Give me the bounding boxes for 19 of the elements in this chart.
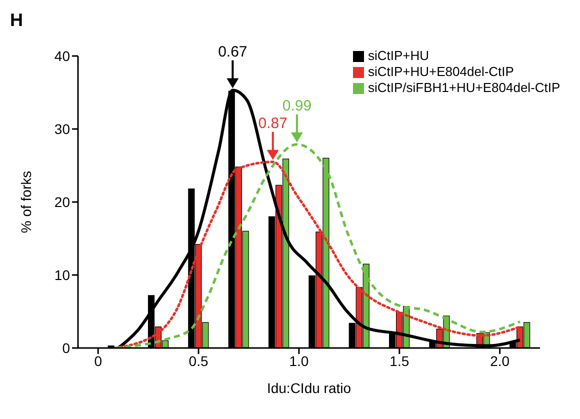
y-tick-label: 0 — [62, 340, 70, 356]
x-tick-label: 2.0 — [490, 352, 510, 369]
annotation: 0.87 — [258, 114, 288, 132]
x-tick-label: 0 — [94, 352, 102, 369]
legend-label: siCtIP+HU+E804del-CtIP — [368, 64, 514, 79]
legend-label: siCtIP/siFBH1+HU+E804del-CtIP — [368, 80, 560, 95]
text: H — [10, 10, 23, 31]
x-tick-label: 1.5 — [390, 352, 410, 369]
y-tick-label: 20 — [54, 194, 70, 210]
annotation: 0.67 — [218, 43, 248, 60]
y-tick-label: 10 — [54, 266, 70, 283]
x-axis-title: Idu:CIdu ratio — [266, 380, 352, 396]
annotation: 0.99 — [282, 97, 312, 114]
x-tick-label: 1.0 — [289, 352, 309, 369]
x-tick-label: 0.5 — [188, 352, 208, 369]
y-axis-title: % of forks — [18, 170, 34, 234]
legend-label: siCtIP+HU — [368, 48, 430, 63]
y-tick-label: 40 — [54, 48, 70, 64]
y-tick-label: 30 — [54, 120, 70, 137]
